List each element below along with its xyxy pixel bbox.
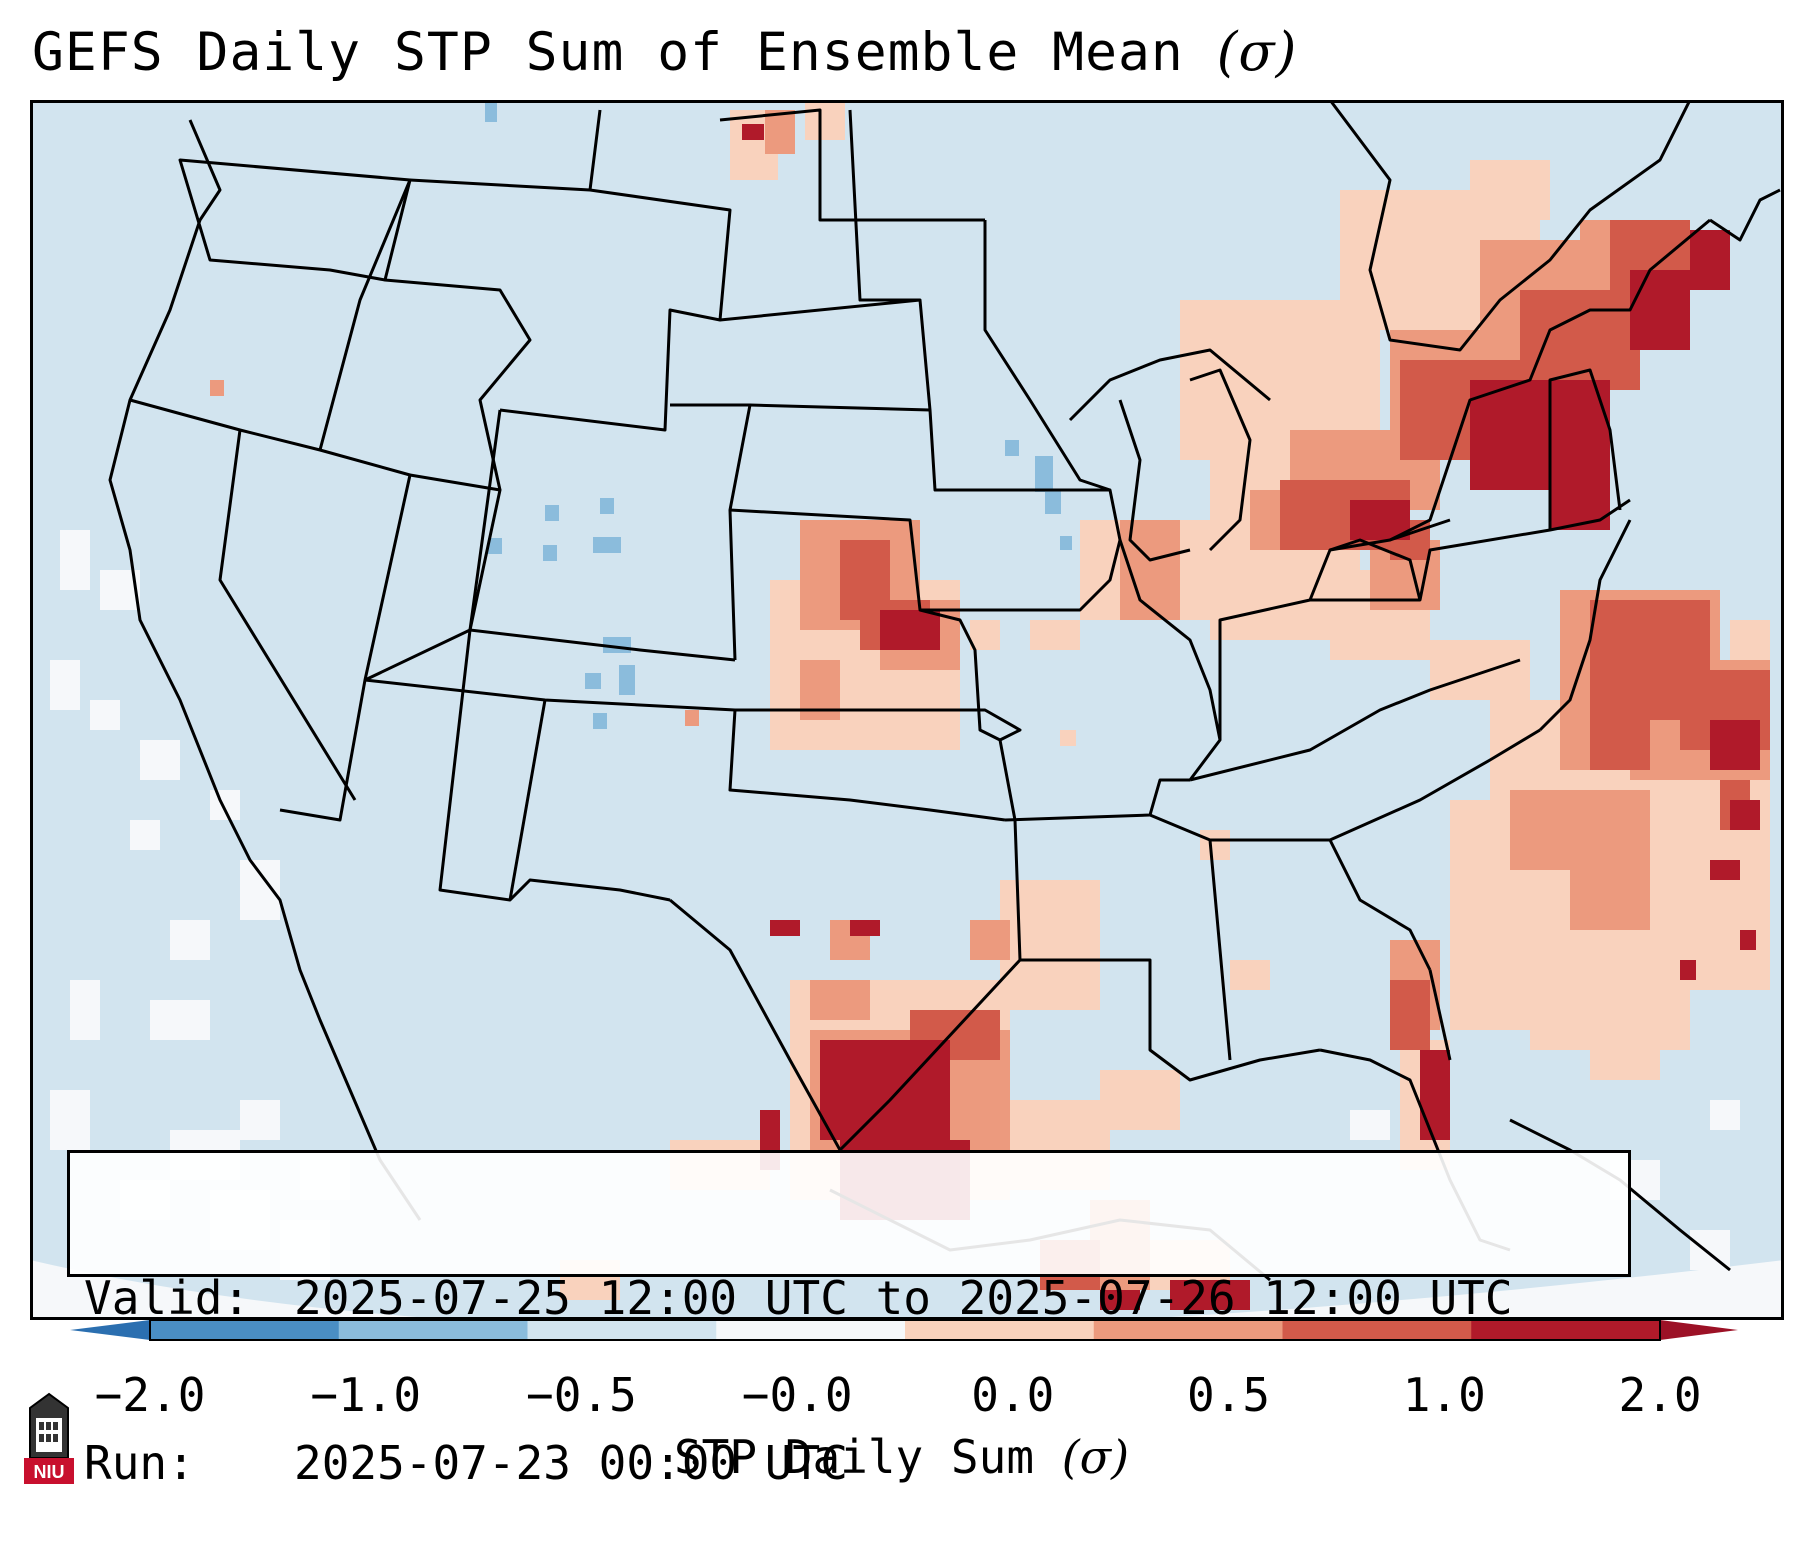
colorbar-segment (150, 1320, 340, 1340)
colorbar-title-sigma: (σ) (1061, 1430, 1130, 1484)
colorbar-segment (527, 1320, 717, 1340)
map-title: GEFS Daily STP Sum of Ensemble Mean (σ) (32, 22, 1297, 83)
colorbar-tick-label: 1.0 (1402, 1368, 1486, 1422)
colorbar-segments (150, 1320, 1661, 1340)
logo-text: NIU (34, 1462, 65, 1482)
colorbar-title: STP Daily Sum (σ) (0, 1430, 1803, 1484)
title-text: GEFS Daily STP Sum of Ensemble Mean (32, 22, 1184, 83)
colorbar-extend-low (70, 1320, 150, 1340)
run-row: Run: 2025-07-23 00:00 UTC (84, 1436, 1628, 1491)
colorbar-tick-label: −0.5 (526, 1368, 637, 1422)
valid-run-info-box: Valid: 2025-07-25 12:00 UTC to 2025-07-26… (67, 1150, 1631, 1490)
colorbar-segment (1282, 1320, 1472, 1340)
colorbar-segment (338, 1320, 528, 1340)
colorbar-extend-high (1660, 1320, 1738, 1340)
run-label: Run: (84, 1436, 195, 1490)
colorbar-tick-label: −2.0 (94, 1368, 206, 1422)
state-borders (108, 100, 1781, 1282)
colorbar-segment (1471, 1320, 1661, 1340)
valid-label: Valid: (84, 1271, 251, 1325)
colorbar-tick-label: −1.0 (310, 1368, 422, 1422)
colorbar-segment (905, 1320, 1095, 1340)
niu-logo: NIU (24, 1392, 74, 1484)
colorbar-segment (1093, 1320, 1283, 1340)
colorbar-tick-label: 2.0 (1618, 1368, 1702, 1422)
colorbar-tick-label: −0.0 (741, 1368, 853, 1422)
title-sigma: (σ) (1216, 22, 1298, 83)
colorbar-tick-label: 0.0 (971, 1368, 1055, 1422)
valid-value: 2025-07-25 12:00 UTC to 2025-07-26 12:00… (294, 1271, 1513, 1325)
valid-row: Valid: 2025-07-25 12:00 UTC to 2025-07-26… (84, 1271, 1628, 1326)
colorbar-tick-label: 0.5 (1187, 1368, 1271, 1422)
map-frame (30, 100, 1784, 1320)
colorbar-segment (716, 1320, 906, 1340)
colorbar (70, 1319, 1738, 1341)
stp-map (30, 100, 1784, 1320)
colorbar-title-text: STP Daily Sum (673, 1430, 1035, 1484)
colorbar-outline (149, 1319, 1661, 1341)
run-value: 2025-07-23 00:00 UTC (294, 1436, 848, 1490)
